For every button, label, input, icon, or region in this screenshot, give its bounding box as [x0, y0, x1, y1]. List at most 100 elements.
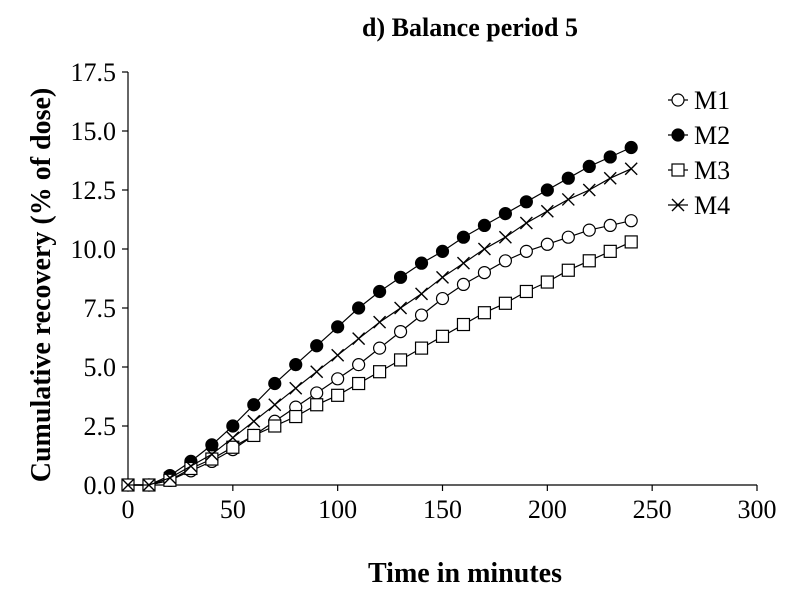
- data-point-m4: [289, 381, 303, 395]
- data-point-m4: [352, 332, 366, 346]
- data-point-m3: [289, 409, 303, 424]
- axes: 0 50 100 150 200 250 300 0.0 2.5 5.0 7.5 10.0 12.5 15…: [71, 58, 777, 524]
- legend-label: M2: [694, 121, 730, 150]
- data-point-m3: [435, 329, 450, 343]
- data-point-m3: [331, 388, 345, 402]
- y-tick-label: 15.0: [71, 117, 117, 146]
- data-point-m3: [477, 306, 492, 320]
- data-point-m3: [582, 254, 596, 268]
- series-m4: [121, 162, 638, 492]
- data-point-m3: [393, 353, 408, 367]
- data-point-m4: [624, 162, 638, 176]
- data-point-m4: [268, 398, 282, 412]
- data-point-m3: [352, 376, 366, 391]
- data-point-m4: [373, 315, 387, 329]
- data-point-m4: [331, 348, 345, 362]
- data-point-m2: [456, 230, 471, 244]
- data-point-m1: [393, 325, 408, 339]
- data-point-m1: [540, 237, 554, 251]
- x-tick-label: 200: [528, 495, 567, 524]
- data-point-m2: [268, 376, 282, 391]
- data-point-m1: [310, 386, 324, 400]
- data-point-m4: [163, 471, 177, 485]
- y-tick-label: 17.5: [71, 58, 117, 87]
- data-point-m3: [226, 440, 240, 454]
- data-point-m3: [561, 263, 575, 277]
- data-point-m1: [373, 341, 387, 355]
- data-point-m3: [624, 235, 638, 249]
- data-point-m3: [414, 341, 429, 355]
- data-point-m2: [352, 301, 366, 315]
- data-point-m4: [121, 478, 135, 492]
- x-tick-label: 0: [122, 495, 135, 524]
- y-tick-label: 5.0: [84, 353, 117, 382]
- legend: M1 M2 M3 M4: [668, 86, 730, 220]
- y-tick-label: 2.5: [84, 412, 117, 441]
- data-point-m2: [310, 339, 324, 353]
- series-m3: [121, 235, 638, 492]
- data-point-m2: [226, 419, 240, 433]
- data-point-m2: [435, 244, 450, 258]
- data-point-m4: [582, 183, 596, 197]
- data-point-m2: [331, 320, 345, 334]
- data-point-m2: [205, 438, 219, 452]
- data-point-m1: [331, 372, 345, 386]
- data-point-m4: [310, 365, 324, 379]
- data-point-m2: [582, 159, 596, 173]
- legend-item-m1: M1: [668, 86, 730, 115]
- x-tick-label: 150: [423, 495, 462, 524]
- data-point-m3: [310, 398, 324, 412]
- x-tick-label: 300: [738, 495, 777, 524]
- data-point-m4: [498, 230, 512, 244]
- data-point-m3: [184, 461, 198, 476]
- data-point-m1: [498, 254, 512, 268]
- data-point-m4: [561, 192, 575, 206]
- legend-marker-m3: [671, 163, 685, 177]
- legend-label: M3: [694, 156, 730, 185]
- data-point-m2: [603, 150, 617, 164]
- y-tick-label: 10.0: [71, 235, 117, 264]
- y-tick-label: 7.5: [84, 294, 117, 323]
- data-point-m1: [456, 277, 471, 291]
- data-point-m1: [624, 214, 638, 228]
- data-point-m3: [540, 275, 554, 289]
- series-line-m3: [128, 241, 632, 486]
- data-point-m4: [456, 256, 470, 270]
- data-point-m3: [456, 317, 471, 332]
- data-point-m2: [519, 195, 533, 209]
- data-point-m4: [436, 270, 449, 284]
- data-point-m3: [247, 428, 261, 443]
- data-point-m2: [393, 270, 408, 284]
- legend-item-m4: M4: [668, 191, 730, 220]
- series-line-m4: [128, 168, 632, 486]
- data-point-m4: [540, 204, 554, 218]
- chart-title: d) Balance period 5: [362, 13, 578, 42]
- legend-item-m3: M3: [668, 156, 730, 185]
- legend-marker-m2: [671, 128, 685, 142]
- data-point-m4: [603, 171, 617, 185]
- x-tick-label: 100: [318, 495, 357, 524]
- data-point-m2: [373, 284, 387, 299]
- data-point-m4: [184, 459, 198, 473]
- data-point-m2: [247, 398, 261, 412]
- series-m2: [121, 140, 638, 492]
- y-axis-label: Cumulative recovery (% of dose): [26, 88, 57, 483]
- series-m1: [121, 214, 638, 492]
- data-point-m2: [561, 171, 575, 185]
- data-point-m1: [582, 223, 596, 237]
- data-point-m1: [414, 308, 429, 322]
- data-point-m1: [352, 358, 366, 372]
- data-point-m3: [498, 296, 512, 310]
- data-point-m4: [226, 431, 240, 445]
- y-tick-label: 0.0: [84, 471, 117, 500]
- data-point-m4: [142, 478, 156, 492]
- data-point-m2: [498, 207, 512, 221]
- data-point-m1: [603, 218, 617, 232]
- legend-marker-m1: [671, 93, 685, 107]
- x-tick-label: 250: [633, 495, 672, 524]
- legend-label: M1: [694, 86, 730, 115]
- data-point-m3: [373, 365, 387, 379]
- x-axis-label: Time in minutes: [368, 558, 562, 589]
- data-point-m3: [268, 419, 282, 433]
